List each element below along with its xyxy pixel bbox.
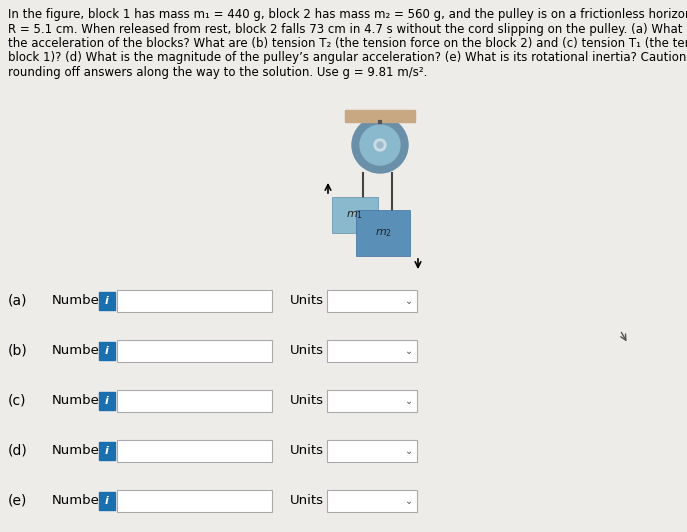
Bar — [327, 290, 417, 312]
Text: i: i — [105, 346, 109, 356]
Circle shape — [352, 117, 408, 173]
Bar — [327, 440, 417, 462]
Text: the acceleration of the blocks? What are (b) tension T₂ (the tension force on th: the acceleration of the blocks? What are… — [8, 37, 687, 50]
Bar — [99, 492, 115, 510]
Text: $m_2$: $m_2$ — [374, 227, 392, 239]
Text: (e): (e) — [8, 494, 27, 508]
Text: i: i — [105, 446, 109, 456]
Bar — [99, 292, 115, 310]
Bar — [99, 342, 115, 360]
Bar — [117, 390, 272, 412]
Text: rounding off answers along the way to the solution. Use g = 9.81 m/s².: rounding off answers along the way to th… — [8, 66, 427, 79]
Bar — [99, 442, 115, 460]
Bar — [356, 210, 410, 256]
Text: Units: Units — [290, 445, 324, 458]
Text: Number: Number — [52, 395, 105, 408]
Text: Units: Units — [290, 295, 324, 307]
Circle shape — [374, 139, 386, 151]
Text: block 1)? (d) What is the magnitude of the pulley’s angular acceleration? (e) Wh: block 1)? (d) What is the magnitude of t… — [8, 52, 687, 64]
Text: Units: Units — [290, 345, 324, 358]
Circle shape — [360, 125, 400, 165]
Text: Units: Units — [290, 495, 324, 508]
Text: Number: Number — [52, 495, 105, 508]
Text: Units: Units — [290, 395, 324, 408]
Text: R = 5.1 cm. When released from rest, block 2 falls 73 cm in 4.7 s without the co: R = 5.1 cm. When released from rest, blo… — [8, 22, 687, 36]
Bar — [117, 440, 272, 462]
Text: i: i — [105, 496, 109, 506]
Text: In the figure, block 1 has mass m₁ = 440 g, block 2 has mass m₂ = 560 g, and the: In the figure, block 1 has mass m₁ = 440… — [8, 8, 687, 21]
Bar — [117, 290, 272, 312]
Bar — [327, 390, 417, 412]
Text: ⌄: ⌄ — [405, 346, 413, 356]
Text: ⌄: ⌄ — [405, 296, 413, 306]
Bar — [99, 392, 115, 410]
Bar — [332, 197, 378, 233]
Text: Number: Number — [52, 445, 105, 458]
Text: ⌄: ⌄ — [405, 446, 413, 456]
Bar — [327, 340, 417, 362]
Text: (b): (b) — [8, 344, 27, 358]
Text: Number: Number — [52, 295, 105, 307]
Bar — [327, 490, 417, 512]
Text: i: i — [105, 296, 109, 306]
Text: $m_1$: $m_1$ — [346, 209, 363, 221]
Circle shape — [377, 142, 383, 148]
Text: Number: Number — [52, 345, 105, 358]
Bar — [345, 110, 415, 122]
Text: (a): (a) — [8, 294, 27, 308]
Text: ⌄: ⌄ — [405, 396, 413, 406]
Text: ⌄: ⌄ — [405, 496, 413, 506]
Text: i: i — [105, 396, 109, 406]
Bar — [117, 340, 272, 362]
Text: (d): (d) — [8, 444, 27, 458]
Text: (c): (c) — [8, 394, 27, 408]
Bar — [117, 490, 272, 512]
